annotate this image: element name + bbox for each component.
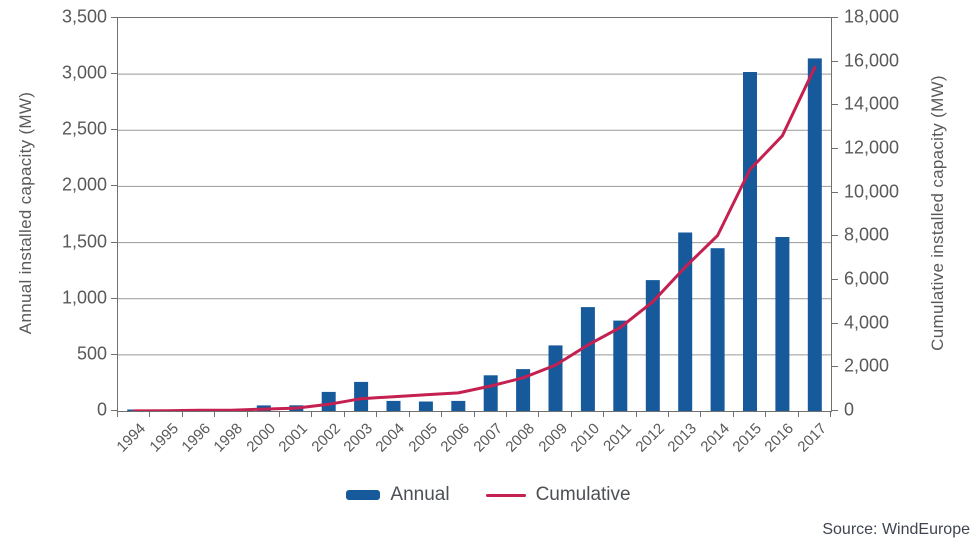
left-ytick-3500: 3,500 bbox=[61, 6, 107, 27]
right-ytick-4000: 4,000 bbox=[844, 312, 890, 333]
legend: Annual Cumulative bbox=[0, 484, 977, 506]
left-tick-mark bbox=[111, 298, 117, 299]
plot-area bbox=[117, 17, 832, 413]
annual-bars-series bbox=[127, 58, 822, 412]
x-tick-mark bbox=[765, 411, 766, 417]
right-tick-mark bbox=[832, 61, 838, 62]
right-ytick-2000: 2,000 bbox=[844, 355, 890, 376]
left-ytick-0: 0 bbox=[96, 399, 107, 420]
cumulative-line-swatch-icon bbox=[485, 493, 526, 497]
left-tick-mark bbox=[111, 242, 117, 243]
left-ytick-2000: 2,000 bbox=[61, 174, 107, 195]
left-tick-mark bbox=[111, 17, 117, 18]
left-tick-mark bbox=[111, 354, 117, 355]
legend-item-annual: Annual bbox=[346, 484, 450, 506]
x-tick-mark bbox=[117, 411, 118, 417]
cumulative-line-series bbox=[132, 65, 817, 413]
bar-2015 bbox=[743, 72, 757, 411]
right-ytick-18000: 18,000 bbox=[844, 6, 900, 27]
x-tick-mark bbox=[247, 411, 248, 417]
x-tick-mark bbox=[441, 411, 442, 417]
x-tick-mark bbox=[474, 411, 475, 417]
bar-2004 bbox=[386, 400, 401, 411]
x-tick-mark bbox=[700, 411, 701, 417]
annual-bar-swatch-icon bbox=[346, 490, 381, 500]
x-tick-mark bbox=[279, 411, 280, 417]
left-ytick-3000: 3,000 bbox=[61, 62, 107, 83]
right-tick-mark bbox=[832, 235, 838, 236]
right-ytick-12000: 12,000 bbox=[844, 137, 900, 158]
bar-2016 bbox=[775, 237, 790, 411]
bar-2012 bbox=[645, 280, 660, 411]
x-tick-mark bbox=[798, 411, 799, 417]
bar-2003 bbox=[354, 381, 369, 411]
right-ytick-14000: 14,000 bbox=[844, 93, 900, 114]
bar-2009 bbox=[548, 345, 563, 411]
left-ytick-1500: 1,500 bbox=[61, 231, 107, 252]
right-ytick-16000: 16,000 bbox=[844, 50, 900, 71]
x-tick-mark bbox=[376, 411, 377, 417]
x-tick-mark bbox=[214, 411, 215, 417]
x-tick-mark bbox=[733, 411, 734, 417]
right-tick-mark bbox=[832, 279, 838, 280]
x-tick-mark bbox=[538, 411, 539, 417]
right-tick-mark bbox=[832, 323, 838, 324]
legend-item-cumulative: Cumulative bbox=[485, 484, 631, 506]
right-ytick-6000: 6,000 bbox=[844, 268, 890, 289]
left-tick-mark bbox=[111, 129, 117, 130]
right-tick-mark bbox=[832, 148, 838, 149]
source-label: Source: WindEurope bbox=[822, 521, 970, 538]
bar-2005 bbox=[418, 401, 433, 411]
right-tick-mark bbox=[832, 366, 838, 367]
bar-2006 bbox=[451, 400, 466, 411]
left-tick-mark bbox=[111, 410, 117, 411]
x-tick-mark bbox=[182, 411, 183, 417]
right-tick-mark bbox=[832, 104, 838, 105]
x-tick-mark bbox=[344, 411, 345, 417]
legend-label-annual: Annual bbox=[390, 484, 450, 505]
left-ytick-1000: 1,000 bbox=[61, 287, 107, 308]
bar-2013 bbox=[678, 232, 693, 411]
x-tick-mark bbox=[506, 411, 507, 417]
x-tick-mark bbox=[603, 411, 604, 417]
x-tick-mark bbox=[636, 411, 637, 417]
left-ytick-500: 500 bbox=[76, 343, 107, 364]
bar-2010 bbox=[580, 307, 595, 411]
x-tick-mark bbox=[571, 411, 572, 417]
bar-2002 bbox=[321, 391, 336, 411]
left-ytick-2500: 2,500 bbox=[61, 118, 107, 139]
x-tick-mark bbox=[830, 411, 831, 417]
bar-2014 bbox=[710, 248, 725, 411]
right-tick-mark bbox=[832, 410, 838, 411]
legend-label-cumulative: Cumulative bbox=[535, 484, 631, 505]
bar-2017 bbox=[807, 58, 822, 412]
left-tick-mark bbox=[111, 73, 117, 74]
bar-2007 bbox=[483, 375, 498, 411]
x-tick-mark bbox=[149, 411, 150, 417]
plot-canvas bbox=[118, 58, 831, 413]
x-tick-mark bbox=[668, 411, 669, 417]
right-ytick-0: 0 bbox=[844, 399, 855, 420]
right-axis-title: Cumulative installed capacity (MW) bbox=[928, 75, 947, 351]
right-ytick-10000: 10,000 bbox=[844, 181, 900, 202]
x-tick-mark bbox=[311, 411, 312, 417]
left-tick-mark bbox=[111, 185, 117, 186]
right-ytick-8000: 8,000 bbox=[844, 224, 890, 245]
right-tick-mark bbox=[832, 17, 838, 18]
right-tick-mark bbox=[832, 192, 838, 193]
x-tick-mark bbox=[409, 411, 410, 417]
bar-2011 bbox=[613, 320, 628, 411]
